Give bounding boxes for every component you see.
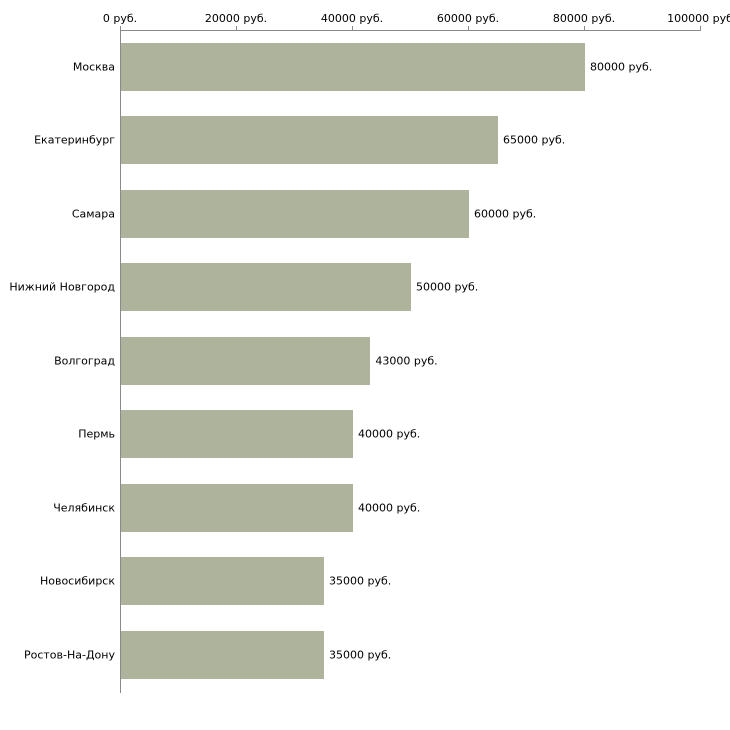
category-label: Москва bbox=[72, 60, 115, 74]
x-tick-mark bbox=[700, 26, 701, 30]
category-label: Самара bbox=[71, 207, 115, 221]
y-axis-line bbox=[120, 30, 121, 693]
category-label: Челябинск bbox=[53, 501, 115, 515]
category-label: Екатеринбург bbox=[34, 133, 115, 147]
x-tick-mark bbox=[236, 26, 237, 30]
x-tick-label: 40000 руб. bbox=[320, 12, 384, 25]
x-tick-mark bbox=[584, 26, 585, 30]
value-label: 40000 руб. bbox=[358, 501, 421, 515]
bar-8 bbox=[121, 630, 324, 679]
bar-4 bbox=[121, 336, 371, 385]
bar-1 bbox=[121, 116, 498, 165]
value-label: 35000 руб. bbox=[329, 574, 392, 588]
category-label: Ростов-На-Дону bbox=[23, 648, 115, 662]
bar-2 bbox=[121, 189, 469, 238]
category-label: Новосибирск bbox=[39, 574, 115, 588]
value-label: 80000 руб. bbox=[590, 60, 653, 74]
bar-3 bbox=[121, 263, 411, 312]
bar-5 bbox=[121, 410, 353, 459]
x-tick-mark bbox=[120, 26, 121, 30]
x-axis-line bbox=[120, 30, 701, 31]
x-tick-label: 60000 руб. bbox=[436, 12, 500, 25]
category-label: Пермь bbox=[78, 427, 115, 441]
category-label: Волгоград bbox=[54, 354, 115, 368]
value-label: 43000 руб. bbox=[375, 354, 438, 368]
x-tick-label: 80000 руб. bbox=[552, 12, 616, 25]
value-label: 50000 руб. bbox=[416, 280, 479, 294]
value-label: 40000 руб. bbox=[358, 427, 421, 441]
bar-6 bbox=[121, 483, 353, 532]
x-tick-label: 20000 руб. bbox=[204, 12, 268, 25]
bar-0 bbox=[121, 42, 585, 91]
x-tick-label: 0 руб. bbox=[102, 12, 138, 25]
value-label: 60000 руб. bbox=[474, 207, 537, 221]
x-tick-mark bbox=[468, 26, 469, 30]
bar-7 bbox=[121, 557, 324, 606]
x-tick-mark bbox=[352, 26, 353, 30]
value-label: 65000 руб. bbox=[503, 133, 566, 147]
x-tick-label: 100000 руб bbox=[667, 12, 730, 25]
value-label: 35000 руб. bbox=[329, 648, 392, 662]
category-label: Нижний Новгород bbox=[9, 280, 115, 294]
